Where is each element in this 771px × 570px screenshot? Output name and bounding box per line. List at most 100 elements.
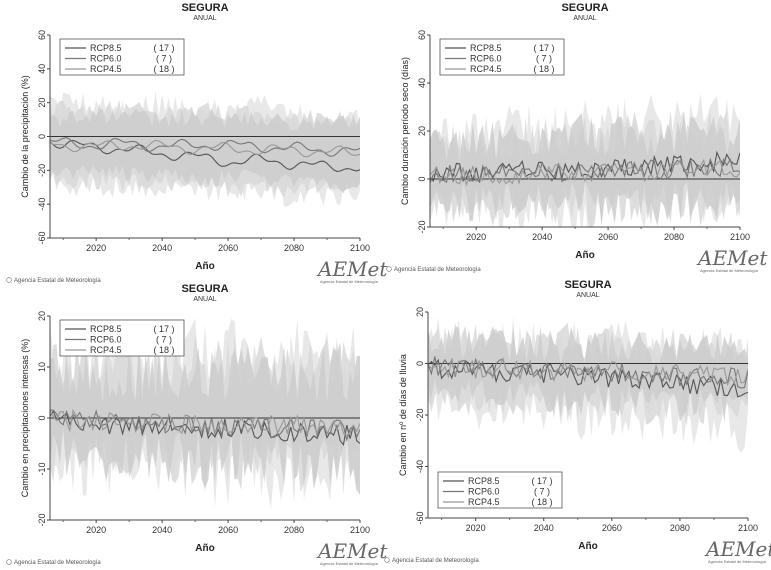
x-tick-label: 2060 [218, 525, 238, 535]
series-line-rcp45 [428, 356, 748, 387]
x-tick-label: 2080 [284, 525, 304, 535]
legend-count: ( 17 ) [533, 43, 554, 53]
y-tick-label: -40 [37, 198, 47, 211]
y-tick-label: 0 [417, 176, 427, 181]
legend: RCP8.5 ( 17 ) RCP6.0 ( 7 ) RCP4.5 ( 18 ) [59, 319, 185, 357]
credit-text: Agencia Estatal de Meteorología [14, 278, 101, 284]
x-tick-label: 2020 [86, 525, 106, 535]
legend-label: RCP4.5 [470, 64, 502, 74]
y-tick-label: -20 [37, 513, 47, 526]
credit-text: Agencia Estatal de Meteorología [392, 558, 479, 564]
aemet-logo-subtitle: Agencia Estatal de Meteorología [320, 279, 379, 284]
uncertainty-band-rcp60 [430, 111, 740, 227]
aemet-logo-subtitle: Agencia Estatal de Meteorología [700, 268, 759, 273]
legend-count: ( 7 ) [156, 335, 172, 345]
y-tick-label: 0 [415, 361, 425, 366]
series-line-rcp45 [50, 139, 360, 158]
x-tick-label: 2020 [466, 232, 486, 242]
credit-text: Agencia Estatal de Meteorología [14, 560, 101, 566]
x-tick-label: 2040 [152, 525, 172, 535]
x-tick-label: 2080 [670, 523, 690, 533]
legend: RCP8.5 ( 17 ) RCP6.0 ( 7 ) RCP4.5 ( 18 ) [59, 38, 185, 76]
credit-text: Agencia Estatal de Meteorología [394, 267, 481, 273]
series-line-rcp60 [428, 356, 748, 389]
chart-title: SEGURA [181, 283, 228, 295]
y-tick-label: -60 [415, 511, 425, 524]
y-tick-label: -40 [415, 460, 425, 473]
legend-count: ( 17 ) [153, 43, 174, 53]
legend-count: ( 7 ) [156, 54, 172, 64]
copyright-icon [6, 559, 12, 565]
legend-count: ( 7 ) [536, 54, 552, 64]
y-tick-label: 60 [37, 30, 47, 40]
legend-label: RCP4.5 [90, 345, 122, 355]
x-tick-label: 2100 [738, 523, 758, 533]
copyright-icon [6, 277, 12, 283]
y-tick-label: 0 [37, 415, 47, 420]
y-tick-label: 20 [415, 307, 425, 317]
x-tick-label: 2080 [664, 232, 684, 242]
chart-subtitle: ANUAL [193, 296, 216, 303]
series-line-rcp85 [50, 139, 360, 172]
plot-area [50, 91, 360, 207]
x-tick-label: 2080 [284, 243, 304, 253]
legend-count: ( 17 ) [531, 476, 552, 486]
legend-label: RCP6.0 [468, 487, 500, 497]
legend-label: RCP4.5 [468, 497, 500, 507]
y-tick-label: -20 [415, 408, 425, 421]
x-tick-label: 2020 [466, 523, 486, 533]
y-tick-label: 20 [37, 311, 47, 321]
plot-area [428, 316, 748, 453]
legend: RCP8.5 ( 17 ) RCP6.0 ( 7 ) RCP4.5 ( 18 ) [439, 38, 565, 76]
legend-label: RCP8.5 [470, 43, 502, 53]
uncertainty-band-rcp60 [50, 342, 360, 495]
series-line-rcp60 [50, 137, 360, 157]
x-tick-label: 2040 [532, 232, 552, 242]
legend-label: RCP6.0 [470, 54, 502, 64]
y-tick-label: 60 [417, 30, 427, 40]
y-tick-label: -60 [37, 231, 47, 244]
legend-label: RCP6.0 [90, 335, 122, 345]
x-tick-label: 2060 [598, 232, 618, 242]
series-line-rcp45 [430, 158, 740, 187]
series-line-rcp45 [50, 408, 360, 436]
x-tick-label: 2060 [602, 523, 622, 533]
chart-subtitle: ANUAL [576, 292, 599, 299]
aemet-logo-mark: AEMet [316, 257, 388, 281]
chart-title: SEGURA [564, 279, 611, 291]
plot-area [430, 93, 740, 227]
legend-label: RCP8.5 [90, 43, 122, 53]
x-axis-label: Año [195, 543, 214, 554]
uncertainty-band-rcp60 [50, 108, 360, 192]
legend: RCP8.5 ( 17 ) RCP6.0 ( 7 ) RCP4.5 ( 18 ) [437, 471, 563, 509]
y-tick-label: 0 [37, 134, 47, 139]
legend-label: RCP6.0 [90, 54, 122, 64]
chart-title: SEGURA [181, 2, 228, 14]
y-tick-label: -20 [417, 220, 427, 233]
legend-count: ( 18 ) [153, 64, 174, 74]
copyright-icon [386, 266, 392, 272]
legend-count: ( 18 ) [531, 497, 552, 507]
x-tick-label: 2020 [86, 243, 106, 253]
aemet-logo-mark: AEMet [696, 246, 768, 270]
x-tick-label: 2040 [534, 523, 554, 533]
x-axis-label: Año [578, 541, 597, 552]
y-tick-label: 40 [37, 64, 47, 74]
y-tick-label: -10 [37, 462, 47, 475]
x-tick-label: 2040 [152, 243, 172, 253]
chart-title: SEGURA [561, 2, 608, 14]
legend-count: ( 17 ) [153, 324, 174, 334]
aemet-logo-mark: AEMet [704, 537, 771, 561]
legend-count: ( 7 ) [534, 487, 550, 497]
x-tick-label: 2100 [730, 232, 750, 242]
aemet-logo-mark: AEMet [316, 539, 388, 563]
y-axis-label: Cambio en precipitaciones intensas (%) [20, 339, 30, 498]
y-tick-label: -20 [37, 164, 47, 177]
x-tick-label: 2100 [350, 243, 370, 253]
